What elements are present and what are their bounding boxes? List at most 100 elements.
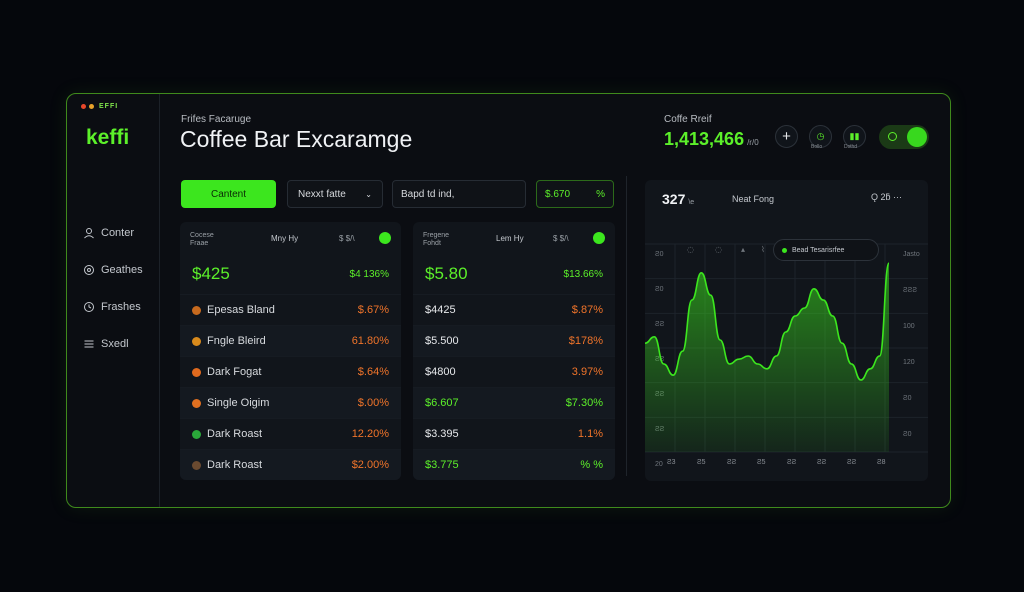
y-tick-label: ƧƧƧ [903, 287, 917, 294]
chart-panel: Jasto ƧƧƧ 100 120 Ƨ0 Ƨ0 Ƨ0 Ƨ0 ƧƧ ƧƧ ƧƧ ƧƧ 20 Ƨ3 Ƨ5 ƧƧ Ƨ5… [645, 180, 928, 481]
page-title: Coffee Bar Excaramge [180, 126, 413, 152]
dsthd-button[interactable]: ▮▮ [843, 125, 866, 148]
chart-controls[interactable]: Ǫ 2ƃ ··· [870, 192, 902, 202]
panel-header-left: Fregene Fohdt [423, 232, 449, 248]
summary-price: $5.80 [425, 264, 468, 283]
bollo-button[interactable]: ◷ [809, 125, 832, 148]
row-price: $3.395 [425, 428, 459, 440]
price-unit: /r/0 [747, 138, 759, 147]
coffee-name-text: Fngle Bleird [207, 335, 266, 347]
y-tick-label: Jasto [903, 251, 920, 258]
panel-header-left: Cocese Fraae [190, 232, 214, 248]
row-change: % % [580, 459, 603, 471]
list-item[interactable]: Epesas Bland $.67% [180, 294, 401, 325]
x-tick-label: Ƨ5 [757, 459, 766, 466]
sidebar-item-geathes[interactable]: Geathes [83, 251, 143, 288]
coffee-name: Dark Roast [192, 428, 262, 440]
table-row[interactable]: $4425 $.87% [413, 294, 615, 325]
list-item[interactable]: Dark Roast $2.00% [180, 449, 401, 480]
bars-icon: ▮▮ [849, 131, 860, 141]
amount-field[interactable]: $.670 % [536, 180, 614, 208]
market-panel-mid: Fregene Fohdt Lem Hy $ $/\ $5.80 $13.66% … [413, 222, 615, 480]
panel-header: Cocese Fraae Mny Hy $ $/\ [180, 222, 401, 254]
sidebar-item-sxedl[interactable]: Sxedl [83, 325, 143, 362]
status-dot[interactable] [593, 232, 605, 244]
coffee-bean-icon [192, 305, 201, 315]
y-tick-label: Ƨ0 [655, 251, 664, 258]
percent-icon: % [596, 188, 605, 200]
price-value: 1,413,466/r/0 [664, 129, 759, 150]
table-row[interactable]: $3.775 % % [413, 449, 615, 480]
chart-legend[interactable]: Bead Tesarisrfee [773, 239, 879, 261]
row-change: $7.30% [565, 397, 603, 409]
summary-row: $5.80 $13.66% [413, 254, 615, 294]
price-list: $4425 $.87% $5.500 $178% $4800 3.97% $6.607 $7.… [413, 294, 615, 480]
filter-select[interactable]: Nexxt fatte ⌄ [287, 180, 383, 208]
coffee-change: $2.00% [351, 459, 389, 471]
table-row[interactable]: $5.500 $178% [413, 325, 615, 356]
list-item[interactable]: Dark Roast 12.20% [180, 418, 401, 449]
table-row[interactable]: $6.607 $7.30% [413, 387, 615, 418]
y-tick-label: Ƨ0 [903, 395, 912, 402]
indicator-icon[interactable]: ◌ [687, 245, 694, 254]
coffee-bean-icon [192, 460, 201, 470]
indicator-icon[interactable]: ▴ [741, 245, 745, 254]
dot-yellow[interactable] [89, 104, 94, 109]
sidebar-item-conter[interactable]: Conter [83, 214, 143, 251]
market-panel-left: Cocese Fraae Mny Hy $ $/\ $425 $4 136% Ep… [180, 222, 401, 480]
indicator-icon[interactable]: ⌇ [761, 245, 765, 254]
list-item[interactable]: Fngle Bleird 61.80% [180, 325, 401, 356]
divider [626, 176, 627, 476]
sidebar-nav: Conter Geathes Frashes Sxedl [83, 214, 143, 362]
user-icon [84, 227, 94, 238]
price-chart[interactable]: Jasto ƧƧƧ 100 120 Ƨ0 Ƨ0 Ƨ0 Ƨ0 ƧƧ ƧƧ ƧƧ ƧƧ 20 Ƨ3 Ƨ5 ƧƧ Ƨ5… [645, 180, 928, 481]
x-tick-label: ƧƧ [787, 459, 797, 466]
x-tick-label: ƧƧ [817, 459, 827, 466]
dsthd-label: Dsthd [844, 144, 858, 150]
dot-red[interactable] [81, 104, 86, 109]
coffee-change: 61.80% [351, 335, 389, 347]
theme-toggle[interactable] [879, 125, 929, 149]
legend-dot [782, 247, 787, 253]
coffee-bean-icon [192, 367, 201, 377]
row-price: $4425 [425, 304, 456, 316]
status-dot[interactable] [379, 232, 391, 244]
bollo-label: Bollo [811, 144, 823, 150]
list-item[interactable]: Dark Fogat $.64% [180, 356, 401, 387]
search-input[interactable] [392, 180, 526, 208]
chart-value-unit: \e [688, 199, 695, 206]
coffee-bean-icon [192, 398, 201, 408]
panel-header-right: $ $/\ [339, 234, 355, 243]
summary-change: $13.66% [563, 268, 603, 280]
summary-price: $425 [192, 264, 230, 283]
coffee-name: Single Oigim [192, 397, 269, 409]
x-tick-label: ƧƧ [727, 459, 737, 466]
table-row[interactable]: $3.395 1.1% [413, 418, 615, 449]
sidebar-item-frashes[interactable]: Frashes [83, 288, 143, 325]
table-row[interactable]: $4800 3.97% [413, 356, 615, 387]
x-tick-label: Ƨ5 [697, 459, 706, 466]
chart-value: 327 \e [662, 191, 694, 207]
indicator-icon[interactable]: ◌ [715, 245, 722, 254]
coffee-name-text: Epesas Bland [207, 304, 275, 316]
coffee-change: $.67% [357, 304, 389, 316]
chart-value-number: 327 [662, 191, 686, 207]
list-item[interactable]: Single Oigim $.00% [180, 387, 401, 418]
series-line[interactable] [645, 262, 890, 381]
sidebar-item-label: Geathes [101, 263, 143, 276]
add-button[interactable]: + [775, 125, 798, 148]
coffee-list: Epesas Bland $.67% Fngle Bleird 61.80% Dark … [180, 294, 401, 480]
coffee-name: Epesas Bland [192, 304, 275, 316]
coffee-change: $.00% [357, 397, 389, 409]
content-button[interactable]: Cantent [181, 180, 276, 208]
toggle-knob [907, 127, 927, 147]
x-tick-label: Ƨ8 [877, 459, 886, 466]
series-area [645, 263, 889, 452]
row-price: $5.500 [425, 335, 459, 347]
window-dots: EFFI [81, 103, 118, 110]
summary-change: $4 136% [349, 268, 389, 280]
coffee-change: $.64% [357, 366, 389, 378]
amount-value: $.670 [545, 188, 571, 200]
brand-logo: keffi [86, 126, 130, 149]
sidebar-item-label: Conter [101, 226, 135, 239]
